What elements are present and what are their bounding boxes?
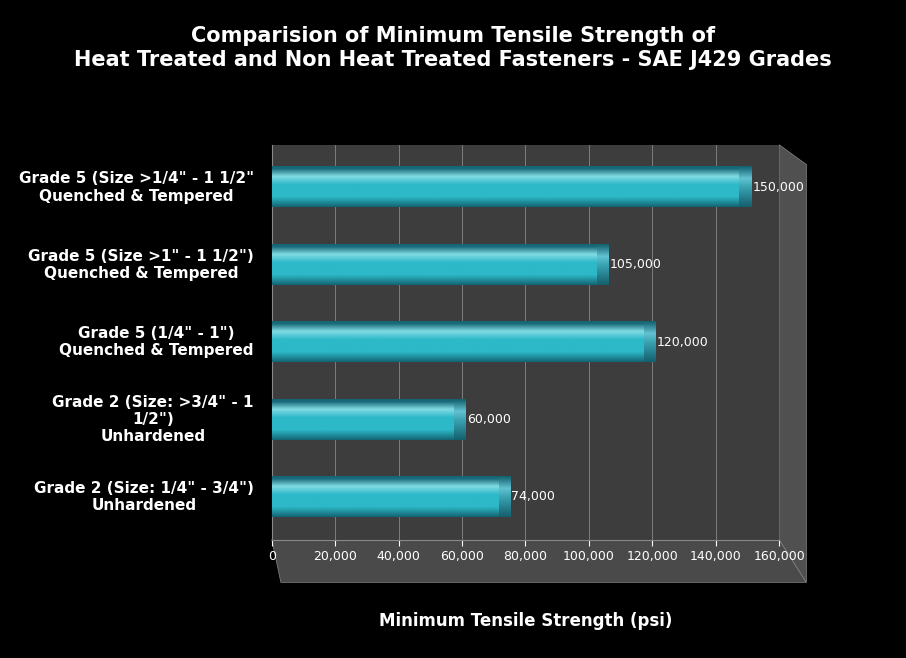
Text: 120,000: 120,000: [657, 336, 708, 349]
Text: Grade 5 (Size >1" - 1 1/2")
Quenched & Tempered: Grade 5 (Size >1" - 1 1/2") Quenched & T…: [28, 249, 254, 281]
X-axis label: Minimum Tensile Strength (psi): Minimum Tensile Strength (psi): [379, 611, 672, 630]
Text: 150,000: 150,000: [752, 181, 805, 194]
Text: 60,000: 60,000: [467, 413, 511, 426]
Text: Comparision of Minimum Tensile Strength of
Heat Treated and Non Heat Treated Fas: Comparision of Minimum Tensile Strength …: [74, 26, 832, 70]
Text: 105,000: 105,000: [610, 258, 661, 271]
Text: Grade 2 (Size: >3/4" - 1
1/2")
Unhardened: Grade 2 (Size: >3/4" - 1 1/2") Unhardene…: [53, 395, 254, 444]
Text: 74,000: 74,000: [511, 490, 555, 503]
Text: Grade 2 (Size: 1/4" - 3/4")
Unhardened: Grade 2 (Size: 1/4" - 3/4") Unhardened: [34, 481, 254, 513]
Text: Grade 5 (1/4" - 1")
Quenched & Tempered: Grade 5 (1/4" - 1") Quenched & Tempered: [59, 326, 254, 359]
Text: Grade 5 (Size >1/4" - 1 1/2"
Quenched & Tempered: Grade 5 (Size >1/4" - 1 1/2" Quenched & …: [18, 171, 254, 203]
